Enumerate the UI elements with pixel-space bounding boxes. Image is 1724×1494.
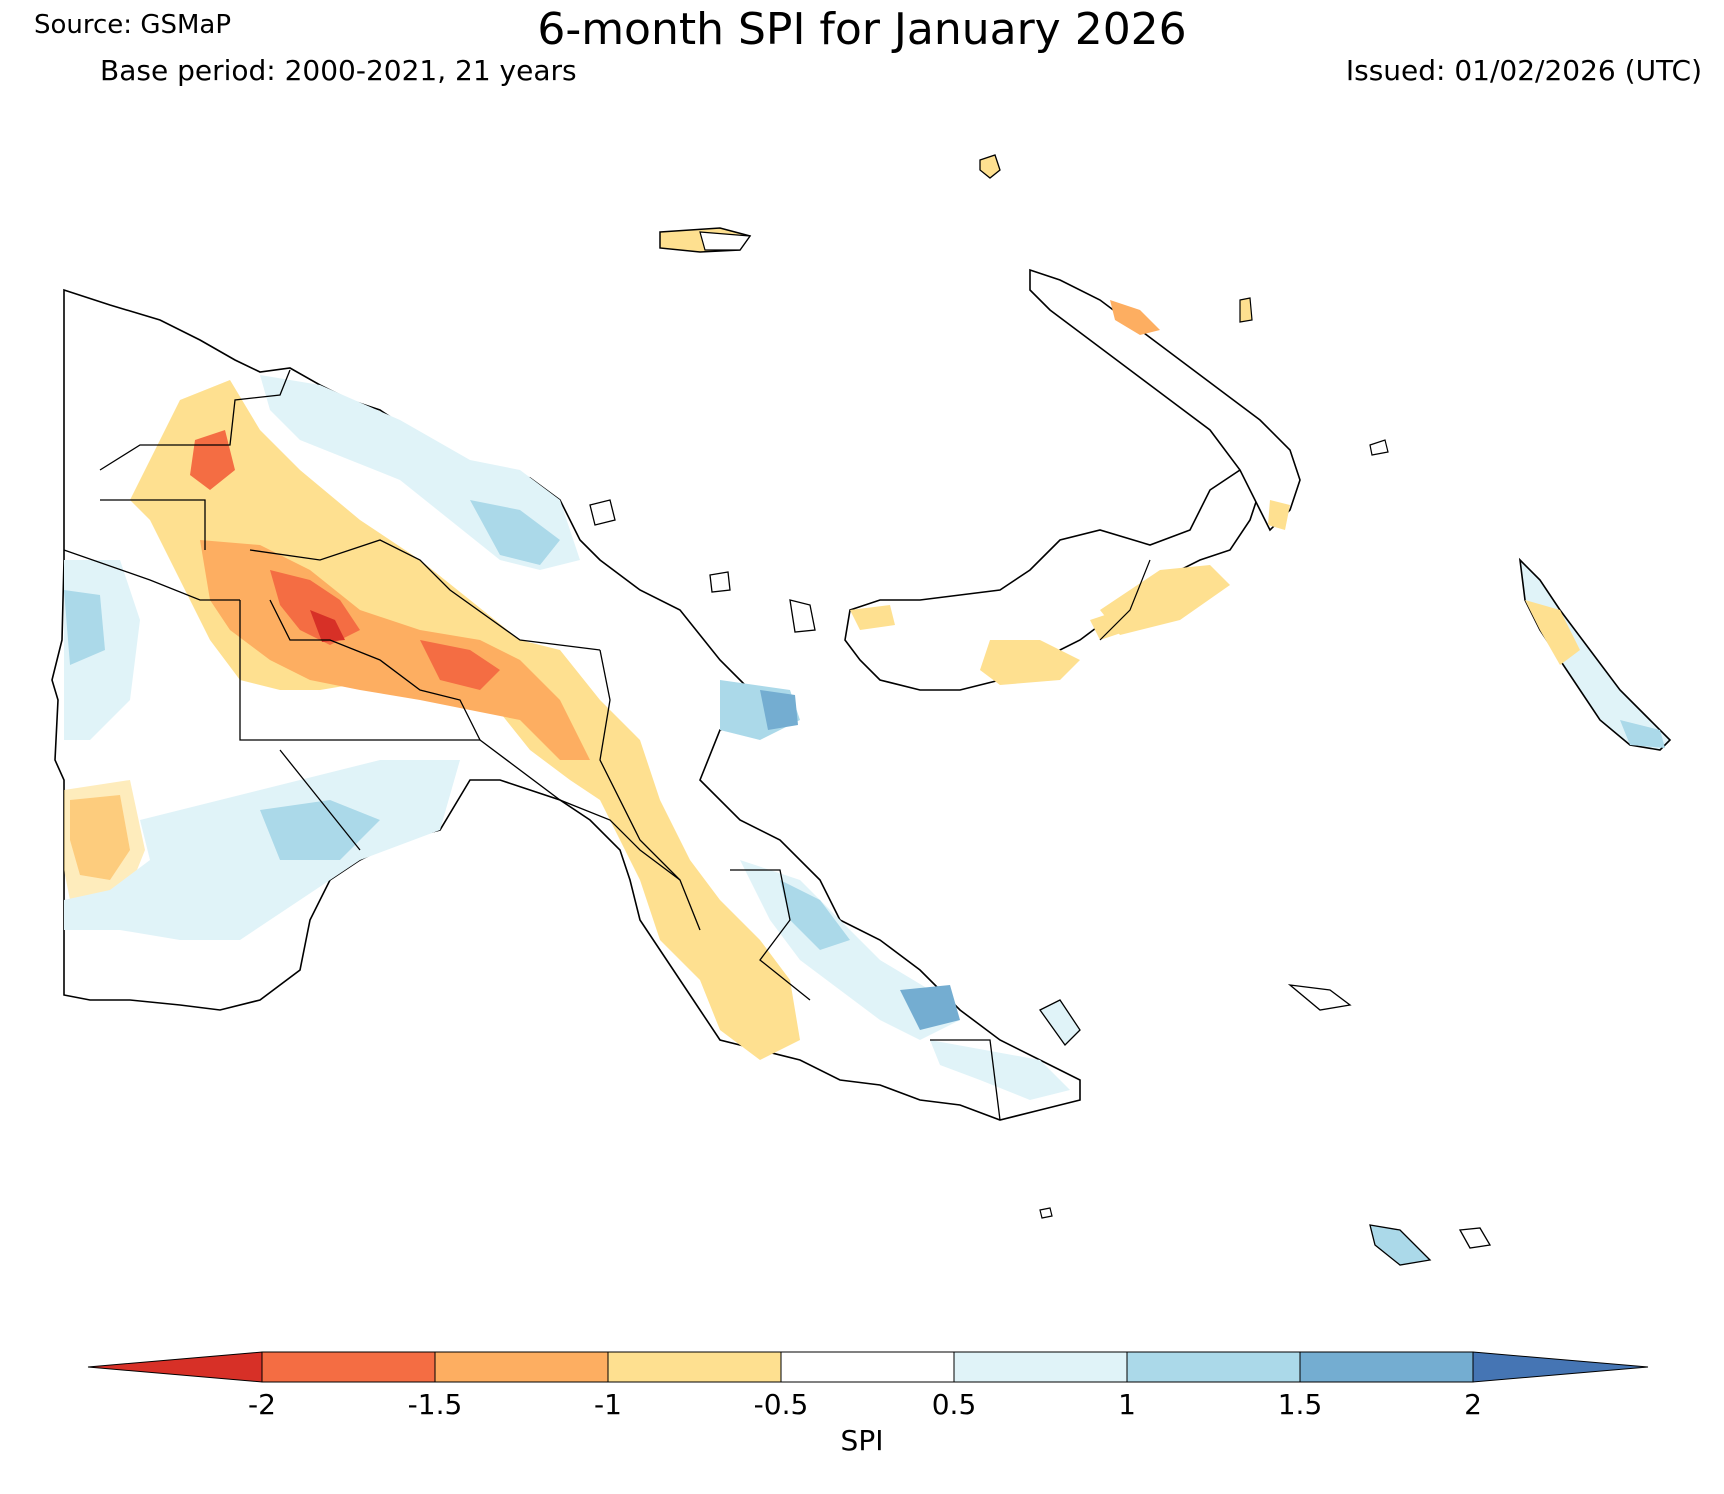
mainland-png — [51, 288, 1081, 1121]
spi-patch-nb-dry-1 — [980, 640, 1080, 685]
province-boundary-sepik-north — [99, 369, 291, 471]
map-title: 6-month SPI for January 2026 — [537, 4, 1187, 55]
spi-patch-dry-southwest-outer — [64, 780, 145, 900]
spi-patch-wet-west-core — [64, 590, 105, 665]
spi-patch-wet-east-coast-core — [780, 880, 850, 950]
spi-patch-bougainville-dry — [1525, 600, 1580, 665]
small-island-2 — [789, 599, 816, 633]
small-island-1 — [589, 499, 616, 526]
colorbar-tick-label: -1 — [594, 1388, 622, 1421]
colorbar-segment — [1126, 1351, 1301, 1383]
spi-patch-wet-oro — [900, 985, 960, 1030]
manus-island — [659, 227, 752, 253]
spi-patch-ni-dry-2 — [1268, 500, 1290, 530]
province-boundaries — [63, 369, 1001, 1121]
province-boundary-west — [63, 549, 240, 601]
manus-east — [699, 231, 752, 251]
small-island-4 — [1239, 297, 1253, 323]
mussau-island — [979, 154, 1001, 179]
small-island-6 — [1039, 1207, 1053, 1219]
spi-patch-nb-dry-4 — [1090, 610, 1130, 640]
colorbar-label: SPI — [840, 1424, 884, 1457]
spi-patch-ni-dry — [1110, 300, 1160, 335]
spi-patch-severe-dry-2 — [420, 640, 500, 690]
spi-patch-nb-dry-2 — [1100, 565, 1230, 635]
province-boundary-highlands — [239, 599, 482, 741]
spi-patch-dry-highlands — [130, 380, 800, 1060]
colorbar-segment — [434, 1351, 609, 1383]
colorbar-tick-label: 2 — [1464, 1388, 1482, 1421]
colorbar-segment — [261, 1351, 436, 1383]
data-source: Source: GSMaP — [34, 10, 232, 40]
colorbar-tick-label: 1 — [1118, 1388, 1136, 1421]
small-island-5 — [1369, 439, 1389, 456]
base-period: Base period: 2000-2021, 21 years — [100, 54, 577, 87]
milne-bay-island-1 — [1369, 1224, 1432, 1266]
milne-bay-island-4 — [1458, 1227, 1492, 1249]
colorbar-tick-label: -2 — [248, 1388, 276, 1421]
colorbar-tick-label: 1.5 — [1277, 1388, 1323, 1421]
colorbar-segment — [607, 1351, 782, 1383]
spi-patch-extreme-dry — [310, 610, 345, 642]
spi-patch-wet-north-core — [470, 500, 560, 565]
colorbar-extend-high — [1472, 1351, 1649, 1383]
small-island-3 — [709, 571, 731, 593]
spi-patch-wet-south-core — [260, 800, 380, 860]
province-boundary-gulf — [279, 749, 361, 851]
province-boundary-highlands-2 — [249, 539, 601, 651]
spi-patch-wet-madang-core — [760, 690, 798, 730]
spi-patch-wet-southeast — [930, 1040, 1070, 1100]
new-britain-outline — [844, 468, 1261, 691]
province-boundary-gulf-east — [479, 739, 681, 881]
new-britain — [844, 468, 1261, 691]
spi-patch-bougainville-wet — [1620, 720, 1665, 748]
colorbar-segment — [780, 1351, 955, 1383]
spi-patch-wet-south — [64, 760, 460, 940]
spi-patch-nb-dry-3 — [850, 605, 895, 630]
colorbar-tick-label: -0.5 — [753, 1388, 809, 1421]
new-ireland — [1029, 268, 1301, 532]
colorbar-extend-low — [87, 1351, 263, 1383]
bougainville — [1518, 557, 1672, 751]
milne-bay-island-3 — [1287, 984, 1352, 1011]
province-boundary-oro — [730, 869, 811, 1001]
province-boundary-morobe — [599, 649, 701, 931]
issued-date: Issued: 01/02/2026 (UTC) — [1345, 54, 1702, 87]
milne-bay-island-2 — [1039, 999, 1081, 1047]
province-boundary-sepik — [100, 499, 206, 550]
colorbar-segment — [953, 1351, 1128, 1383]
colorbar-segment — [1299, 1351, 1474, 1383]
province-boundary-central — [930, 1039, 1001, 1121]
new-britain-province-boundary — [1099, 559, 1151, 641]
colorbar-tick-label: 0.5 — [931, 1388, 977, 1421]
colorbar-tick-label: -1.5 — [407, 1388, 463, 1421]
